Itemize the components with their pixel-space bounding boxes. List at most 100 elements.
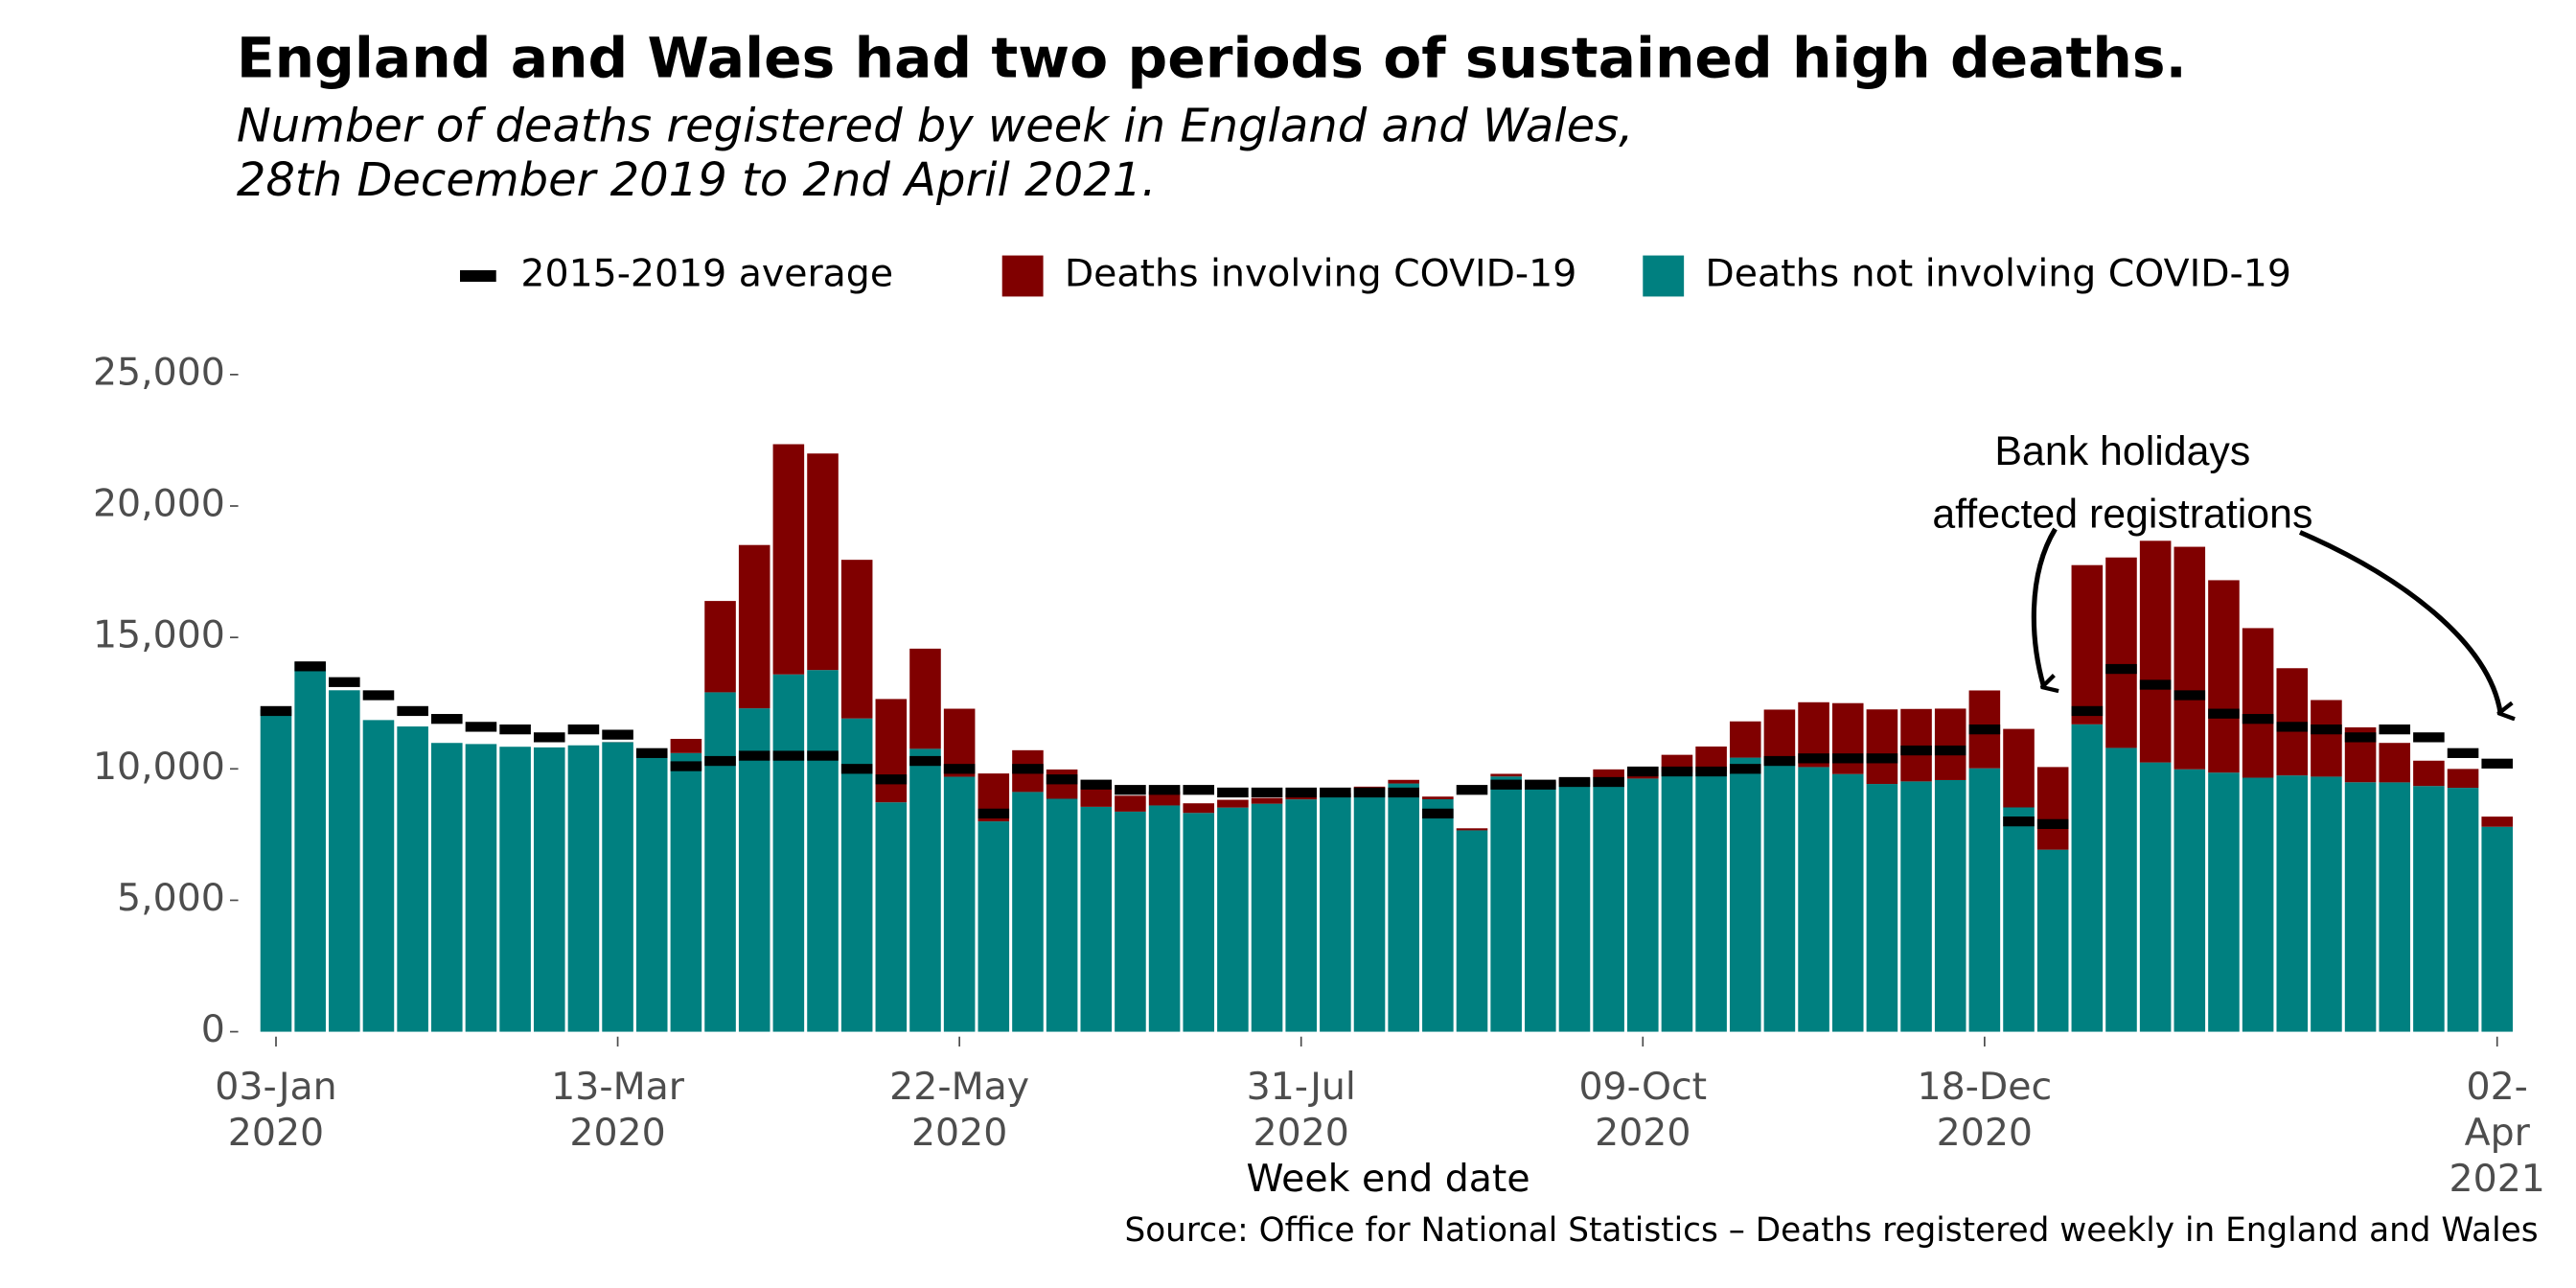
bar-segment bbox=[1115, 811, 1146, 1032]
bar-segment bbox=[465, 744, 497, 1032]
x-tick-label: 22-May 2020 bbox=[889, 1066, 1030, 1156]
bar-segment bbox=[1593, 769, 1624, 778]
legend-label: Deaths not involving COVID-19 bbox=[1705, 252, 2291, 296]
average-marker bbox=[2413, 732, 2445, 743]
bar-segment bbox=[2105, 557, 2137, 748]
bar-segment bbox=[1353, 790, 1386, 1032]
bar-segment bbox=[1900, 708, 1932, 782]
bar-segment bbox=[1183, 813, 1215, 1032]
bar-segment bbox=[1525, 785, 1556, 1032]
average-marker bbox=[1798, 753, 1829, 764]
bar-segment bbox=[738, 544, 770, 709]
bar-segment bbox=[499, 747, 531, 1032]
average-marker bbox=[840, 764, 873, 774]
x-tick-label: 03-Jan 2020 bbox=[215, 1066, 337, 1156]
bar-segment bbox=[2139, 762, 2172, 1032]
average-marker bbox=[772, 750, 805, 761]
bar-segment bbox=[1115, 795, 1146, 812]
bar-segment bbox=[1388, 783, 1419, 1032]
average-marker bbox=[909, 755, 941, 767]
bar-segment bbox=[943, 776, 976, 1032]
average-marker bbox=[1695, 766, 1727, 777]
x-tick-label: 18-Dec 2020 bbox=[1917, 1066, 2053, 1156]
x-tick-label: 13-Mar 2020 bbox=[551, 1066, 684, 1156]
bar-segment bbox=[1320, 796, 1351, 1032]
bar-segment bbox=[1183, 803, 1215, 814]
average-marker bbox=[567, 724, 600, 735]
bar-segment bbox=[1831, 773, 1864, 1032]
bar-segment bbox=[1729, 721, 1761, 758]
bar-segment bbox=[2311, 776, 2342, 1032]
bar-segment bbox=[2071, 564, 2104, 724]
average-marker bbox=[738, 750, 770, 761]
bar-segment bbox=[1148, 805, 1181, 1032]
x-tick-label: 09-Oct 2020 bbox=[1578, 1066, 1708, 1156]
average-marker bbox=[1080, 779, 1113, 790]
bar-segment bbox=[2447, 769, 2479, 789]
bar-segment bbox=[1217, 799, 1249, 808]
bar-segment bbox=[2481, 816, 2513, 827]
average-marker bbox=[260, 705, 292, 717]
bar-segment bbox=[2003, 728, 2035, 808]
bar-segment bbox=[2071, 724, 2104, 1032]
y-tick-label: 0 bbox=[201, 1007, 225, 1051]
legend-swatch bbox=[460, 270, 496, 282]
bar-segment bbox=[1217, 807, 1249, 1032]
average-marker bbox=[1353, 787, 1386, 798]
average-marker bbox=[2105, 663, 2137, 675]
average-marker bbox=[978, 808, 1010, 819]
bar-segment bbox=[2003, 807, 2035, 1032]
average-marker bbox=[1422, 808, 1454, 819]
average-marker bbox=[2174, 690, 2206, 701]
bar-segment bbox=[704, 601, 736, 693]
bar-segment bbox=[704, 692, 736, 1032]
average-marker bbox=[2003, 816, 2035, 827]
bar-segment bbox=[875, 699, 908, 803]
bar-segment bbox=[567, 745, 600, 1032]
bar-segment bbox=[2481, 826, 2513, 1032]
bar-segment bbox=[533, 747, 565, 1032]
average-marker bbox=[704, 755, 736, 767]
average-marker bbox=[1968, 724, 2001, 735]
bar-segment bbox=[635, 754, 668, 1032]
average-marker bbox=[2344, 732, 2377, 743]
bar-segment bbox=[1012, 792, 1044, 1032]
y-tick-label: 20,000 bbox=[93, 482, 225, 526]
bar-segment bbox=[840, 560, 873, 719]
bar-segment bbox=[1763, 709, 1796, 761]
bar-segment bbox=[1900, 781, 1932, 1032]
bar-segment bbox=[2276, 668, 2309, 776]
average-marker bbox=[1046, 774, 1078, 785]
bar-segment bbox=[362, 720, 395, 1032]
average-marker bbox=[2036, 818, 2069, 830]
bar-segment bbox=[1831, 702, 1864, 774]
bar-segment bbox=[2208, 772, 2240, 1032]
chart-subtitle: Number of deaths registered by week in E… bbox=[236, 98, 1634, 207]
average-marker bbox=[329, 677, 360, 687]
bar-segment bbox=[1080, 786, 1113, 807]
average-marker bbox=[1831, 753, 1864, 764]
average-marker bbox=[1627, 766, 1659, 777]
bar-segment bbox=[1490, 776, 1522, 1032]
average-marker bbox=[431, 714, 463, 724]
bar-segment bbox=[2174, 769, 2206, 1032]
average-marker bbox=[2139, 679, 2172, 690]
average-marker bbox=[294, 661, 326, 672]
source-note: Source: Office for National Statistics –… bbox=[1124, 1211, 2538, 1250]
bar-segment bbox=[875, 802, 908, 1032]
bar-segment bbox=[1729, 757, 1761, 1032]
average-marker bbox=[635, 748, 668, 758]
bar-segment bbox=[2105, 748, 2137, 1032]
bar-segment bbox=[807, 670, 839, 1032]
average-marker bbox=[875, 774, 908, 785]
bar-segment bbox=[1558, 784, 1591, 1032]
bar-segment bbox=[1866, 709, 1898, 785]
bar-segment bbox=[1593, 777, 1624, 1032]
bar-segment bbox=[909, 748, 941, 1032]
average-marker bbox=[465, 722, 497, 732]
bar-segment bbox=[1456, 828, 1488, 831]
y-tick-label: 15,000 bbox=[93, 613, 225, 657]
